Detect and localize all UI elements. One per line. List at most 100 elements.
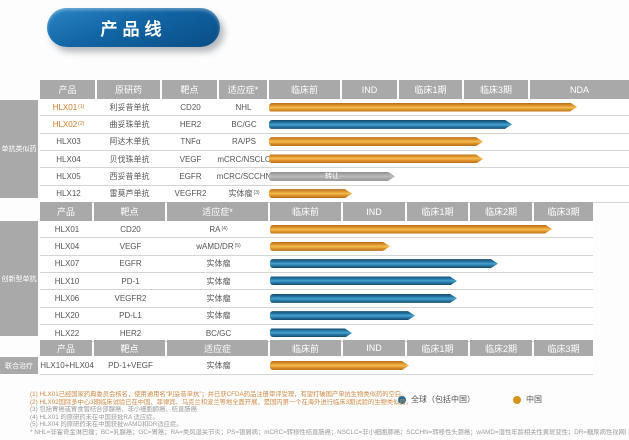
table-biosimilars: 产品 原研药 靶点 适应症* 临床前 IND 临床1期 临床3期 NDA HLX… — [40, 80, 629, 203]
target: CD20 — [120, 224, 141, 234]
table-rows: HLX01 CD20 RA (4) HLX04 VEGF wAMD/DR (5) H… — [40, 221, 593, 343]
indication: 实体瘤 — [206, 311, 231, 321]
indication: RA/PS — [231, 137, 256, 147]
pipeline-bar — [270, 328, 352, 337]
product-code: HLX10+HLX04 — [40, 361, 94, 370]
table-header: 产品 原研药 靶点 适应症* 临床前 IND 临床1期 临床3期 NDA — [40, 80, 629, 99]
pipeline-bar — [270, 242, 390, 251]
column-header-target: 靶点 — [94, 340, 165, 356]
table-combination: 产品 靶点 适应症 临床前 IND 临床1期 临床2期 临床3期 HLX10+H… — [40, 340, 593, 375]
table-row: HLX01 (1) 利妥昔单抗 CD20 NHL — [40, 99, 629, 117]
column-header-ind: IND — [343, 340, 405, 356]
pipeline-bar — [269, 103, 577, 112]
target: VEGF — [119, 241, 142, 251]
legend-item-china: 中国 — [513, 394, 542, 405]
column-header-preclinical: 临床前 — [270, 202, 341, 221]
table-row: HLX04 贝伐珠单抗 VEGF mCRC/NSCLC — [40, 150, 629, 169]
target: HER2 — [179, 119, 202, 129]
origin-drug: 阿达木单抗 — [109, 137, 150, 147]
column-header-phase1: 临床1期 — [407, 202, 468, 221]
legend-item-global: 全球（包括中国） — [398, 394, 475, 405]
column-header-product: 产品 — [40, 202, 92, 221]
origin-drug: 曲妥珠单抗 — [109, 119, 150, 129]
column-header-phase3: 临床3期 — [534, 202, 593, 221]
pipeline-bar — [270, 294, 457, 303]
pipeline-bar — [269, 137, 483, 146]
table-row: HLX04 VEGF wAMD/DR (5) — [40, 238, 593, 256]
product-code: HLX20 — [54, 311, 80, 321]
table-row: HLX05 西妥昔单抗 EGFR mCRC/SCCHN 转让 — [40, 168, 629, 186]
pipeline-bar — [269, 120, 512, 129]
target: TNFα — [180, 137, 201, 147]
indication: 实体瘤 — [206, 276, 231, 286]
origin-drug: 贝伐珠单抗 — [109, 154, 150, 164]
legend: 全球（包括中国） 中国 — [398, 394, 542, 405]
footnote-5: (5) HLX04 的原研药未在中国获批wAMD和DR适应症。 — [30, 421, 183, 428]
product-code: HLX04 — [56, 154, 81, 164]
origin-drug: 西妥昔单抗 — [109, 171, 150, 181]
product-code: HLX10 — [54, 276, 80, 286]
target: CD20 — [180, 102, 201, 112]
product-code: HLX03 — [56, 137, 81, 147]
table-row: HLX06 VEGFR2 实体瘤 — [40, 290, 593, 308]
indication: 实体瘤 — [206, 293, 231, 303]
column-header-preclinical: 临床前 — [270, 340, 341, 356]
product-code: HLX01 — [54, 224, 80, 234]
footnotes: (1) HLX01已经国家药典委员会核名，使用通用名“利妥昔单抗”；并已获CFD… — [30, 391, 626, 436]
product-code: HLX02 (2) — [52, 119, 85, 129]
indication: mCRC/NSCLC — [217, 154, 271, 164]
indication: mCRC/SCCHN — [216, 171, 272, 181]
target: EGFR — [119, 259, 142, 269]
column-header-ind: IND — [343, 202, 405, 221]
column-header-indication: 适应症 — [167, 340, 268, 356]
footnote-4: (4) HLX01 的原研药未在中国获批RA 适应症。 — [30, 413, 159, 421]
legend-label: 中国 — [526, 395, 542, 404]
table-row: HLX07 EGFR 实体瘤 — [40, 255, 593, 273]
column-header-preclinical: 临床前 — [269, 80, 340, 99]
table-row: HLX10+HLX04 PD-1+VEGF 实体瘤 — [40, 357, 593, 375]
product-code: HLX04 — [54, 241, 80, 251]
origin-drug: 雷莫芦单抗 — [109, 189, 150, 199]
target: HER2 — [119, 328, 142, 338]
target: VEGFR2 — [114, 293, 147, 303]
table-rows: HLX10+HLX04 PD-1+VEGF 实体瘤 — [40, 357, 593, 375]
table-row: HLX03 阿达木单抗 TNFα RA/PS — [40, 133, 629, 151]
product-code: HLX12 — [56, 189, 81, 199]
target: PD-L1 — [119, 311, 142, 321]
indication: 实体瘤 — [206, 361, 231, 370]
column-header-product: 产品 — [40, 340, 92, 356]
table-innovative: 产品 靶点 适应症* 临床前 IND 临床1期 临床2期 临床3期 HLX01 … — [40, 202, 593, 343]
pipeline-bar-transferred: 转让 — [269, 172, 395, 181]
pipeline-bar — [269, 189, 352, 198]
target: EGFR — [179, 171, 202, 181]
column-header-phase3: 临床3期 — [534, 340, 593, 356]
product-code: HLX22 — [54, 328, 80, 338]
origin-drug: 利妥昔单抗 — [109, 102, 150, 112]
pipeline-bar — [270, 311, 415, 320]
table-header: 产品 靶点 适应症* 临床前 IND 临床1期 临床2期 临床3期 — [40, 202, 593, 221]
column-header-ind: IND — [342, 80, 397, 99]
pipeline-bar — [270, 276, 457, 285]
pipeline-bar — [269, 154, 483, 163]
legend-label: 全球（包括中国） — [411, 395, 475, 404]
target: PD-1+VEGF — [108, 361, 153, 370]
column-header-target: 靶点 — [162, 80, 217, 99]
column-header-indication: 适应症* — [219, 80, 267, 99]
pipeline-bar — [270, 259, 498, 268]
table-row: HLX10 PD-1 实体瘤 — [40, 272, 593, 291]
indication: 实体瘤 (3) — [228, 189, 260, 199]
product-code: HLX01 (1) — [52, 102, 85, 112]
footnote-1: (1) HLX01已经国家药典委员会核名，使用通用名“利妥昔单抗”；并已获CFD… — [30, 391, 408, 398]
indication: BC/GC — [231, 119, 257, 129]
column-header-phase3: 临床3期 — [464, 80, 528, 99]
column-header-phase2: 临床2期 — [470, 202, 532, 221]
indication: NHL — [235, 102, 252, 112]
target: PD-1 — [121, 276, 140, 286]
column-header-indication: 适应症* — [167, 202, 268, 221]
table-row: HLX01 CD20 RA (4) — [40, 221, 593, 239]
category-label-combination: 联合治疗 — [0, 357, 38, 374]
target: VEGF — [179, 154, 202, 164]
column-header-origin: 原研药 — [97, 80, 160, 99]
table-row: HLX02 (2) 曲妥珠单抗 HER2 BC/GC — [40, 116, 629, 134]
